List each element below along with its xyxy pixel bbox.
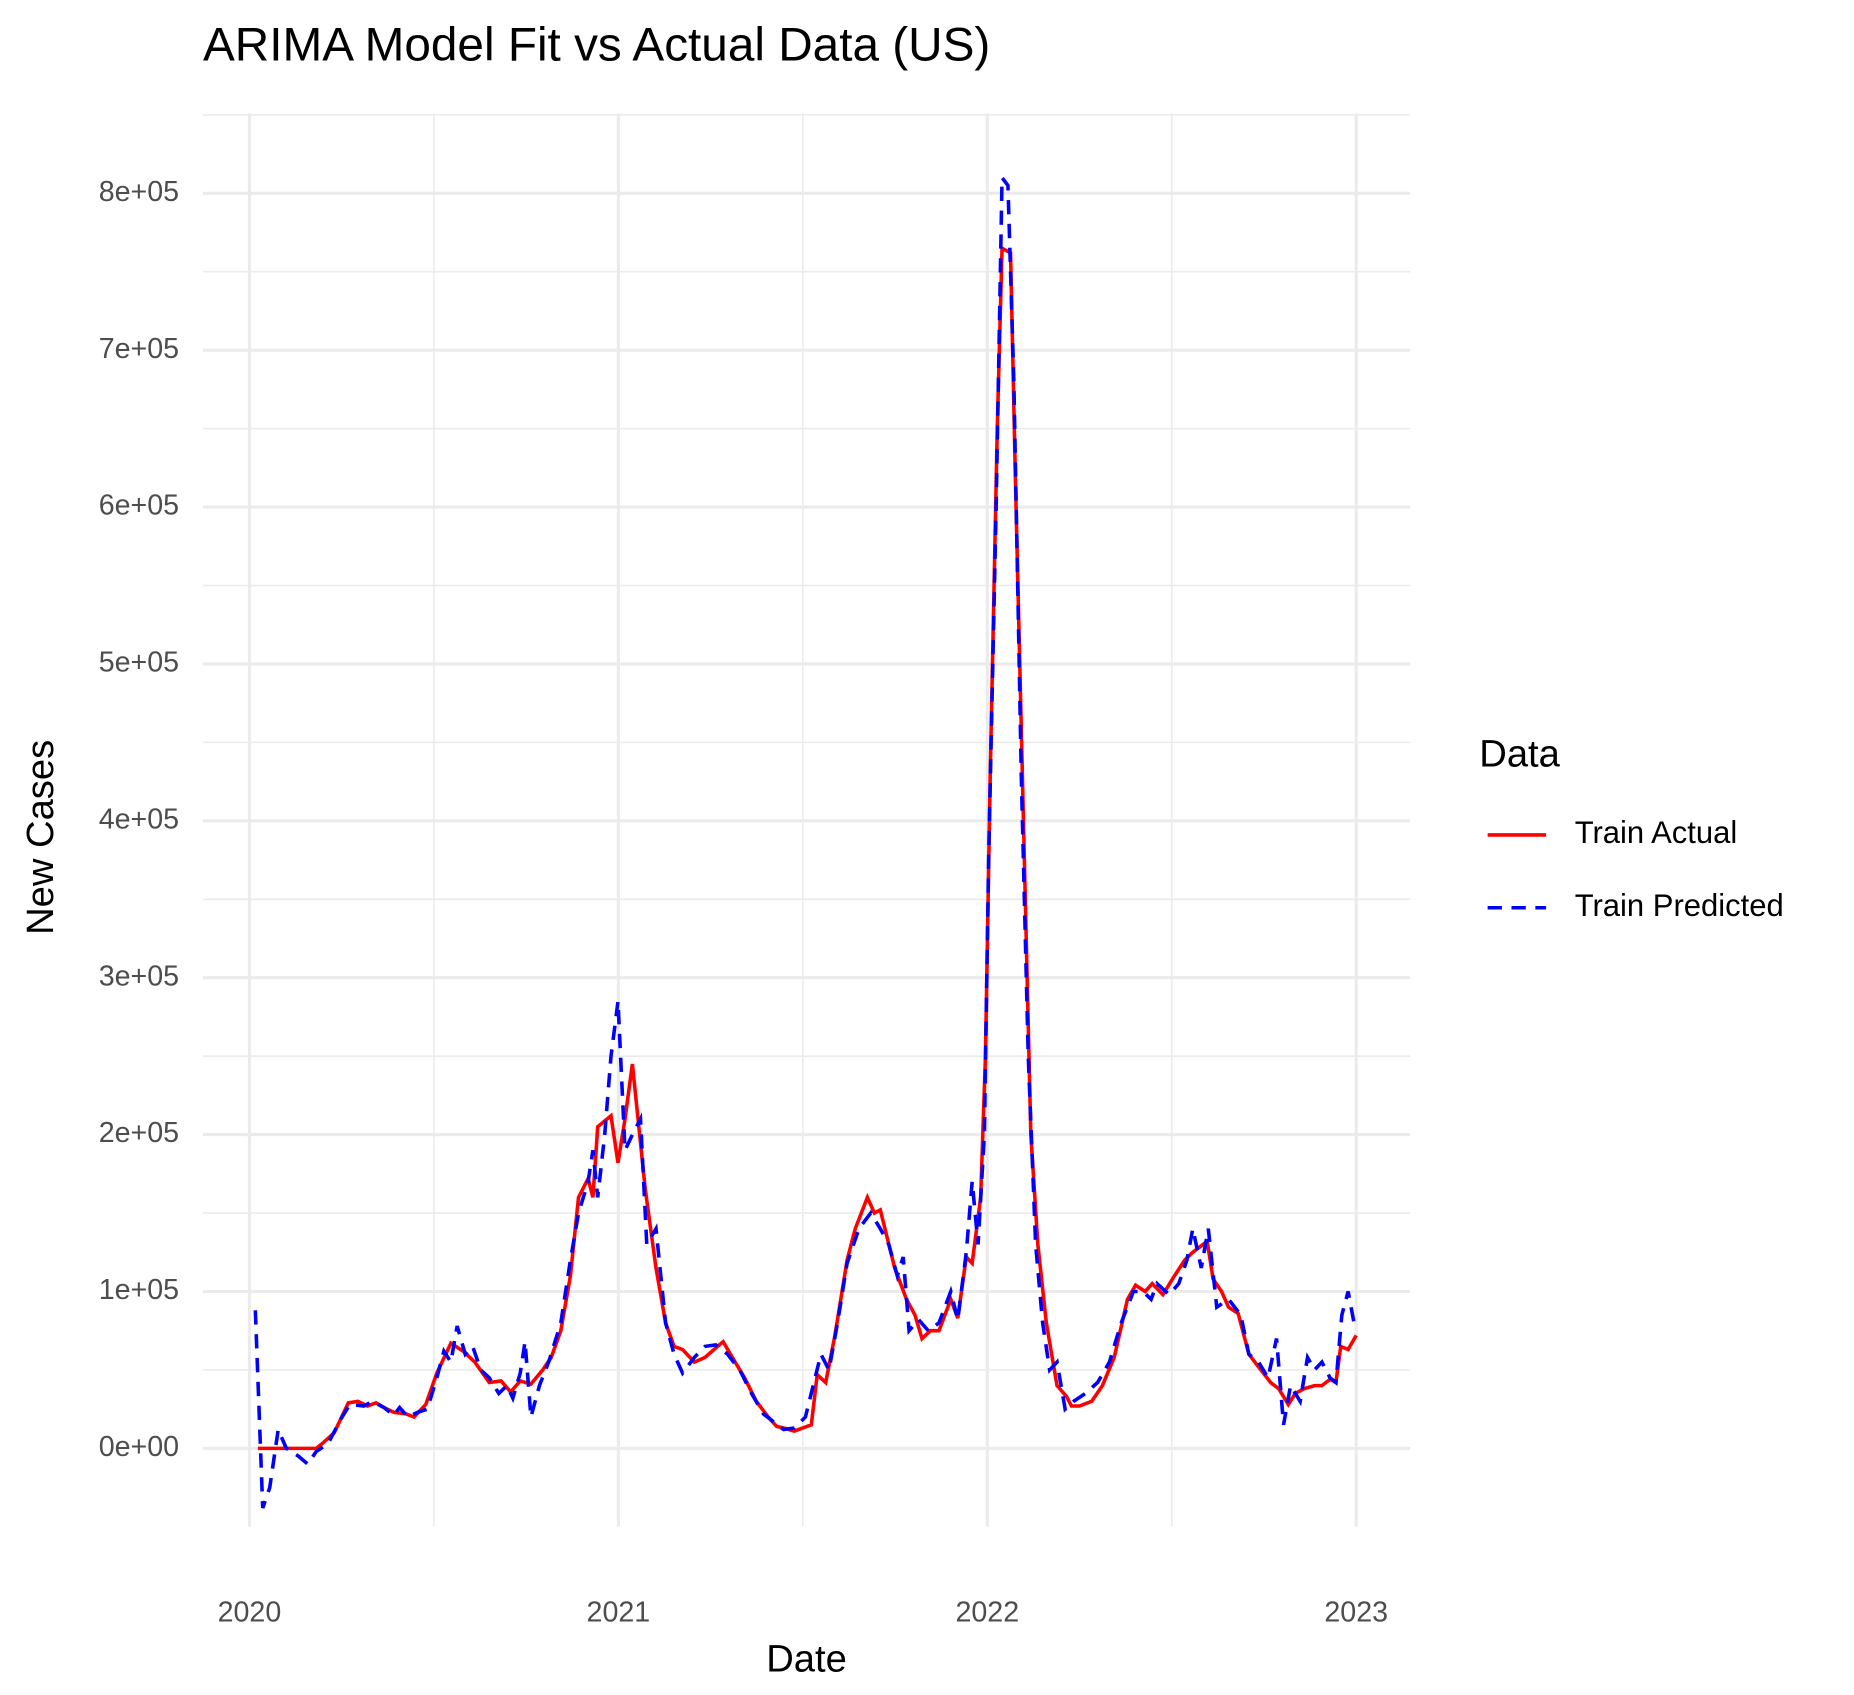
y-tick-label: 1e+05 bbox=[99, 1274, 179, 1306]
chart-title: ARIMA Model Fit vs Actual Data (US) bbox=[203, 18, 990, 71]
grid bbox=[202, 113, 1411, 1527]
y-tick-label: 2e+05 bbox=[99, 1117, 179, 1149]
legend: Train Actual Train Predicted bbox=[1487, 815, 1784, 923]
legend-label: Train Predicted bbox=[1575, 888, 1784, 923]
series-line bbox=[253, 172, 1356, 1509]
x-axis-title: Date bbox=[766, 1638, 847, 1681]
y-tick-label: 4e+05 bbox=[99, 803, 179, 835]
y-tick-label: 5e+05 bbox=[99, 647, 179, 679]
legend-title: Data bbox=[1479, 732, 1560, 775]
legend-label: Train Actual bbox=[1575, 815, 1738, 850]
x-tick-label: 2022 bbox=[955, 1596, 1019, 1628]
y-axis-title: New Cases bbox=[19, 740, 62, 935]
y-tick-label: 3e+05 bbox=[99, 960, 179, 992]
x-tick-label: 2021 bbox=[587, 1596, 651, 1628]
x-tick-label: 2023 bbox=[1324, 1596, 1388, 1628]
x-tick-label: 2020 bbox=[218, 1596, 282, 1628]
y-tick-label: 8e+05 bbox=[99, 176, 179, 208]
y-tick-label: 0e+00 bbox=[99, 1431, 179, 1463]
y-tick-label: 7e+05 bbox=[99, 333, 179, 365]
plot-lines bbox=[253, 172, 1358, 1509]
y-tick-label: 6e+05 bbox=[99, 490, 179, 522]
